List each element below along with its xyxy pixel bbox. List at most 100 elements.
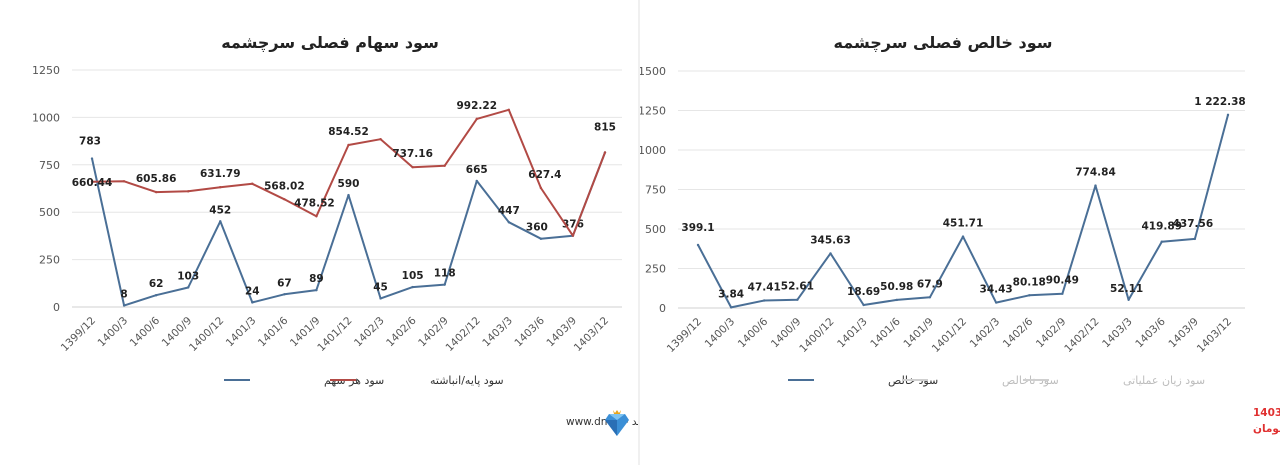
y-tick-label: 1250 bbox=[32, 64, 60, 77]
legend-label: سود پایه/انباشته bbox=[430, 374, 504, 387]
data-point bbox=[539, 186, 543, 190]
data-label: 8 bbox=[120, 288, 127, 300]
data-label: 1 222.38 bbox=[1194, 96, 1245, 108]
x-tick-label: 1401/3 bbox=[224, 315, 259, 350]
data-label: 45 bbox=[373, 281, 388, 293]
data-label: 105 bbox=[402, 270, 424, 282]
data-point bbox=[219, 186, 222, 189]
data-point bbox=[571, 234, 575, 237]
y-tick-label: 750 bbox=[645, 184, 666, 197]
x-tick-label: 1402/6 bbox=[384, 314, 419, 349]
data-point bbox=[122, 304, 126, 307]
data-label: 67.9 bbox=[917, 278, 943, 290]
y-tick-label: 0 bbox=[659, 302, 666, 315]
data-label: 89 bbox=[309, 273, 324, 285]
data-point bbox=[186, 190, 190, 193]
data-label: 345.63 bbox=[810, 234, 851, 246]
data-point bbox=[122, 180, 126, 183]
data-point bbox=[251, 301, 254, 304]
x-tick-label: 1402/12 bbox=[444, 315, 483, 354]
x-tick-label: 1400/3 bbox=[703, 316, 738, 351]
data-label: 478.52 bbox=[294, 197, 335, 209]
data-point bbox=[315, 288, 318, 292]
x-tick-label: 1400/6 bbox=[128, 314, 163, 349]
x-tick-label: 1403/6 bbox=[1133, 315, 1168, 350]
data-label: 815 bbox=[594, 121, 616, 133]
data-label: 660.44 bbox=[72, 177, 113, 189]
x-tick-label: 1400/12 bbox=[187, 315, 226, 354]
data-label: 447 bbox=[498, 205, 520, 217]
net-profit-chart: سود خالص فصلی سرچشمه 1500 1250 1000 750 500 25… bbox=[640, 33, 1246, 387]
y-tick-label: 1000 bbox=[640, 144, 666, 157]
x-tick-label: 1403/6 bbox=[512, 314, 547, 349]
data-point bbox=[411, 166, 414, 169]
data-label: 360 bbox=[526, 222, 548, 234]
data-point bbox=[1028, 294, 1031, 297]
data-point bbox=[1061, 292, 1064, 295]
data-label: 854.52 bbox=[328, 126, 369, 138]
x-tick-label: 1403/3 bbox=[480, 315, 515, 350]
data-label: 992.22 bbox=[456, 100, 497, 112]
data-label: 568.02 bbox=[264, 180, 305, 192]
data-point bbox=[251, 182, 254, 185]
data-point bbox=[763, 299, 766, 302]
chart-title: سود خالص فصلی سرچشمه bbox=[834, 33, 1053, 53]
panel-divider bbox=[638, 0, 640, 465]
data-point bbox=[90, 180, 94, 183]
data-point bbox=[1127, 298, 1130, 301]
data-label: 52.61 bbox=[781, 281, 814, 293]
data-label: 62 bbox=[149, 278, 164, 290]
y-tick-label: 500 bbox=[39, 206, 60, 219]
data-label: 50.98 bbox=[880, 281, 913, 293]
x-tick-label: 1403/12 bbox=[572, 315, 611, 354]
x-tick-label: 1402/3 bbox=[968, 316, 1003, 351]
data-label: 590 bbox=[338, 178, 360, 190]
chart-title: سود سهام فصلی سرچشمه bbox=[221, 33, 439, 53]
data-point bbox=[507, 108, 511, 112]
x-tick-label: 1400/3 bbox=[96, 315, 131, 350]
y-tick-label: 250 bbox=[645, 263, 666, 276]
net-profit-chart-panel: سود خالص فصلی سرچشمه 1500 1250 1000 750 500 25… bbox=[640, 0, 1280, 465]
data-label: 437.56 bbox=[1173, 218, 1214, 230]
data-point bbox=[1226, 113, 1230, 117]
y-tick-label: 1000 bbox=[32, 111, 60, 124]
dividend-chart-panel: سود سهام فصلی سرچشمه 1250 1000 750 500 250 0 13… bbox=[0, 0, 638, 465]
data-point bbox=[475, 117, 478, 121]
data-label: 451.71 bbox=[943, 218, 984, 230]
data-point bbox=[829, 252, 832, 255]
data-point bbox=[154, 190, 158, 194]
data-point bbox=[186, 286, 190, 289]
legend-label: سود زیان عملیاتی bbox=[1123, 374, 1205, 387]
data-point bbox=[219, 220, 222, 223]
x-tick-label: 1401/12 bbox=[930, 316, 969, 355]
data-label: 631.79 bbox=[200, 168, 241, 180]
data-label: 18.69 bbox=[847, 286, 880, 298]
x-tick-label: 1401/12 bbox=[315, 315, 354, 354]
data-point bbox=[315, 215, 318, 218]
x-tick-label: 1400/6 bbox=[736, 315, 771, 350]
data-point bbox=[539, 237, 543, 240]
x-tick-label: 1403/3 bbox=[1100, 316, 1135, 351]
x-tick-label: 1402/12 bbox=[1062, 316, 1101, 355]
y-tick-label: 500 bbox=[645, 223, 666, 236]
data-label: 118 bbox=[434, 268, 456, 280]
data-label: 665 bbox=[466, 164, 488, 176]
data-point bbox=[347, 193, 350, 197]
data-label: 419.89 bbox=[1141, 221, 1182, 233]
data-point bbox=[90, 157, 94, 160]
data-label: 605.86 bbox=[136, 173, 177, 185]
x-tick-label: 1399/12 bbox=[665, 316, 704, 355]
data-label: 737.16 bbox=[392, 148, 433, 160]
data-point bbox=[347, 143, 350, 147]
data-point bbox=[603, 151, 607, 154]
data-label: 47.41 bbox=[748, 282, 781, 294]
data-label: 34.43 bbox=[980, 284, 1013, 296]
data-label: 52.11 bbox=[1110, 283, 1143, 295]
x-tick-label: 1401/6 bbox=[868, 315, 903, 350]
data-label: 80.18 bbox=[1013, 276, 1046, 288]
data-point bbox=[961, 235, 965, 238]
data-point bbox=[1193, 237, 1197, 241]
x-tick-label: 1401/6 bbox=[256, 314, 291, 349]
data-point bbox=[379, 297, 382, 300]
data-point bbox=[994, 301, 998, 304]
